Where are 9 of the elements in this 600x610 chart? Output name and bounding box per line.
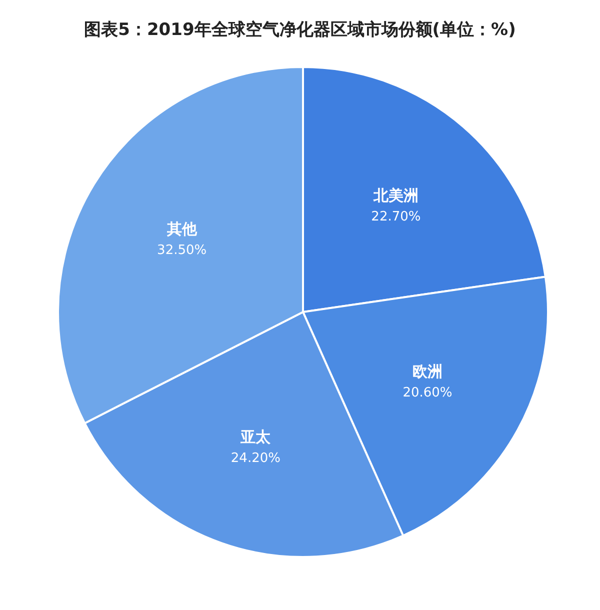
data-label: 20.60% <box>402 385 452 400</box>
data-label: 32.50% <box>157 242 207 258</box>
slice-label: 亚太 <box>240 428 272 446</box>
slice-label: 其他 <box>166 220 198 238</box>
data-label: 24.20% <box>230 451 280 466</box>
chart-title: 图表5：2019年全球空气净化器区域市场份额(单位：%) <box>83 19 517 42</box>
data-label: 22.70% <box>371 210 421 225</box>
slice-label: 欧洲 <box>412 362 443 380</box>
slice-label: 北美洲 <box>372 186 418 205</box>
